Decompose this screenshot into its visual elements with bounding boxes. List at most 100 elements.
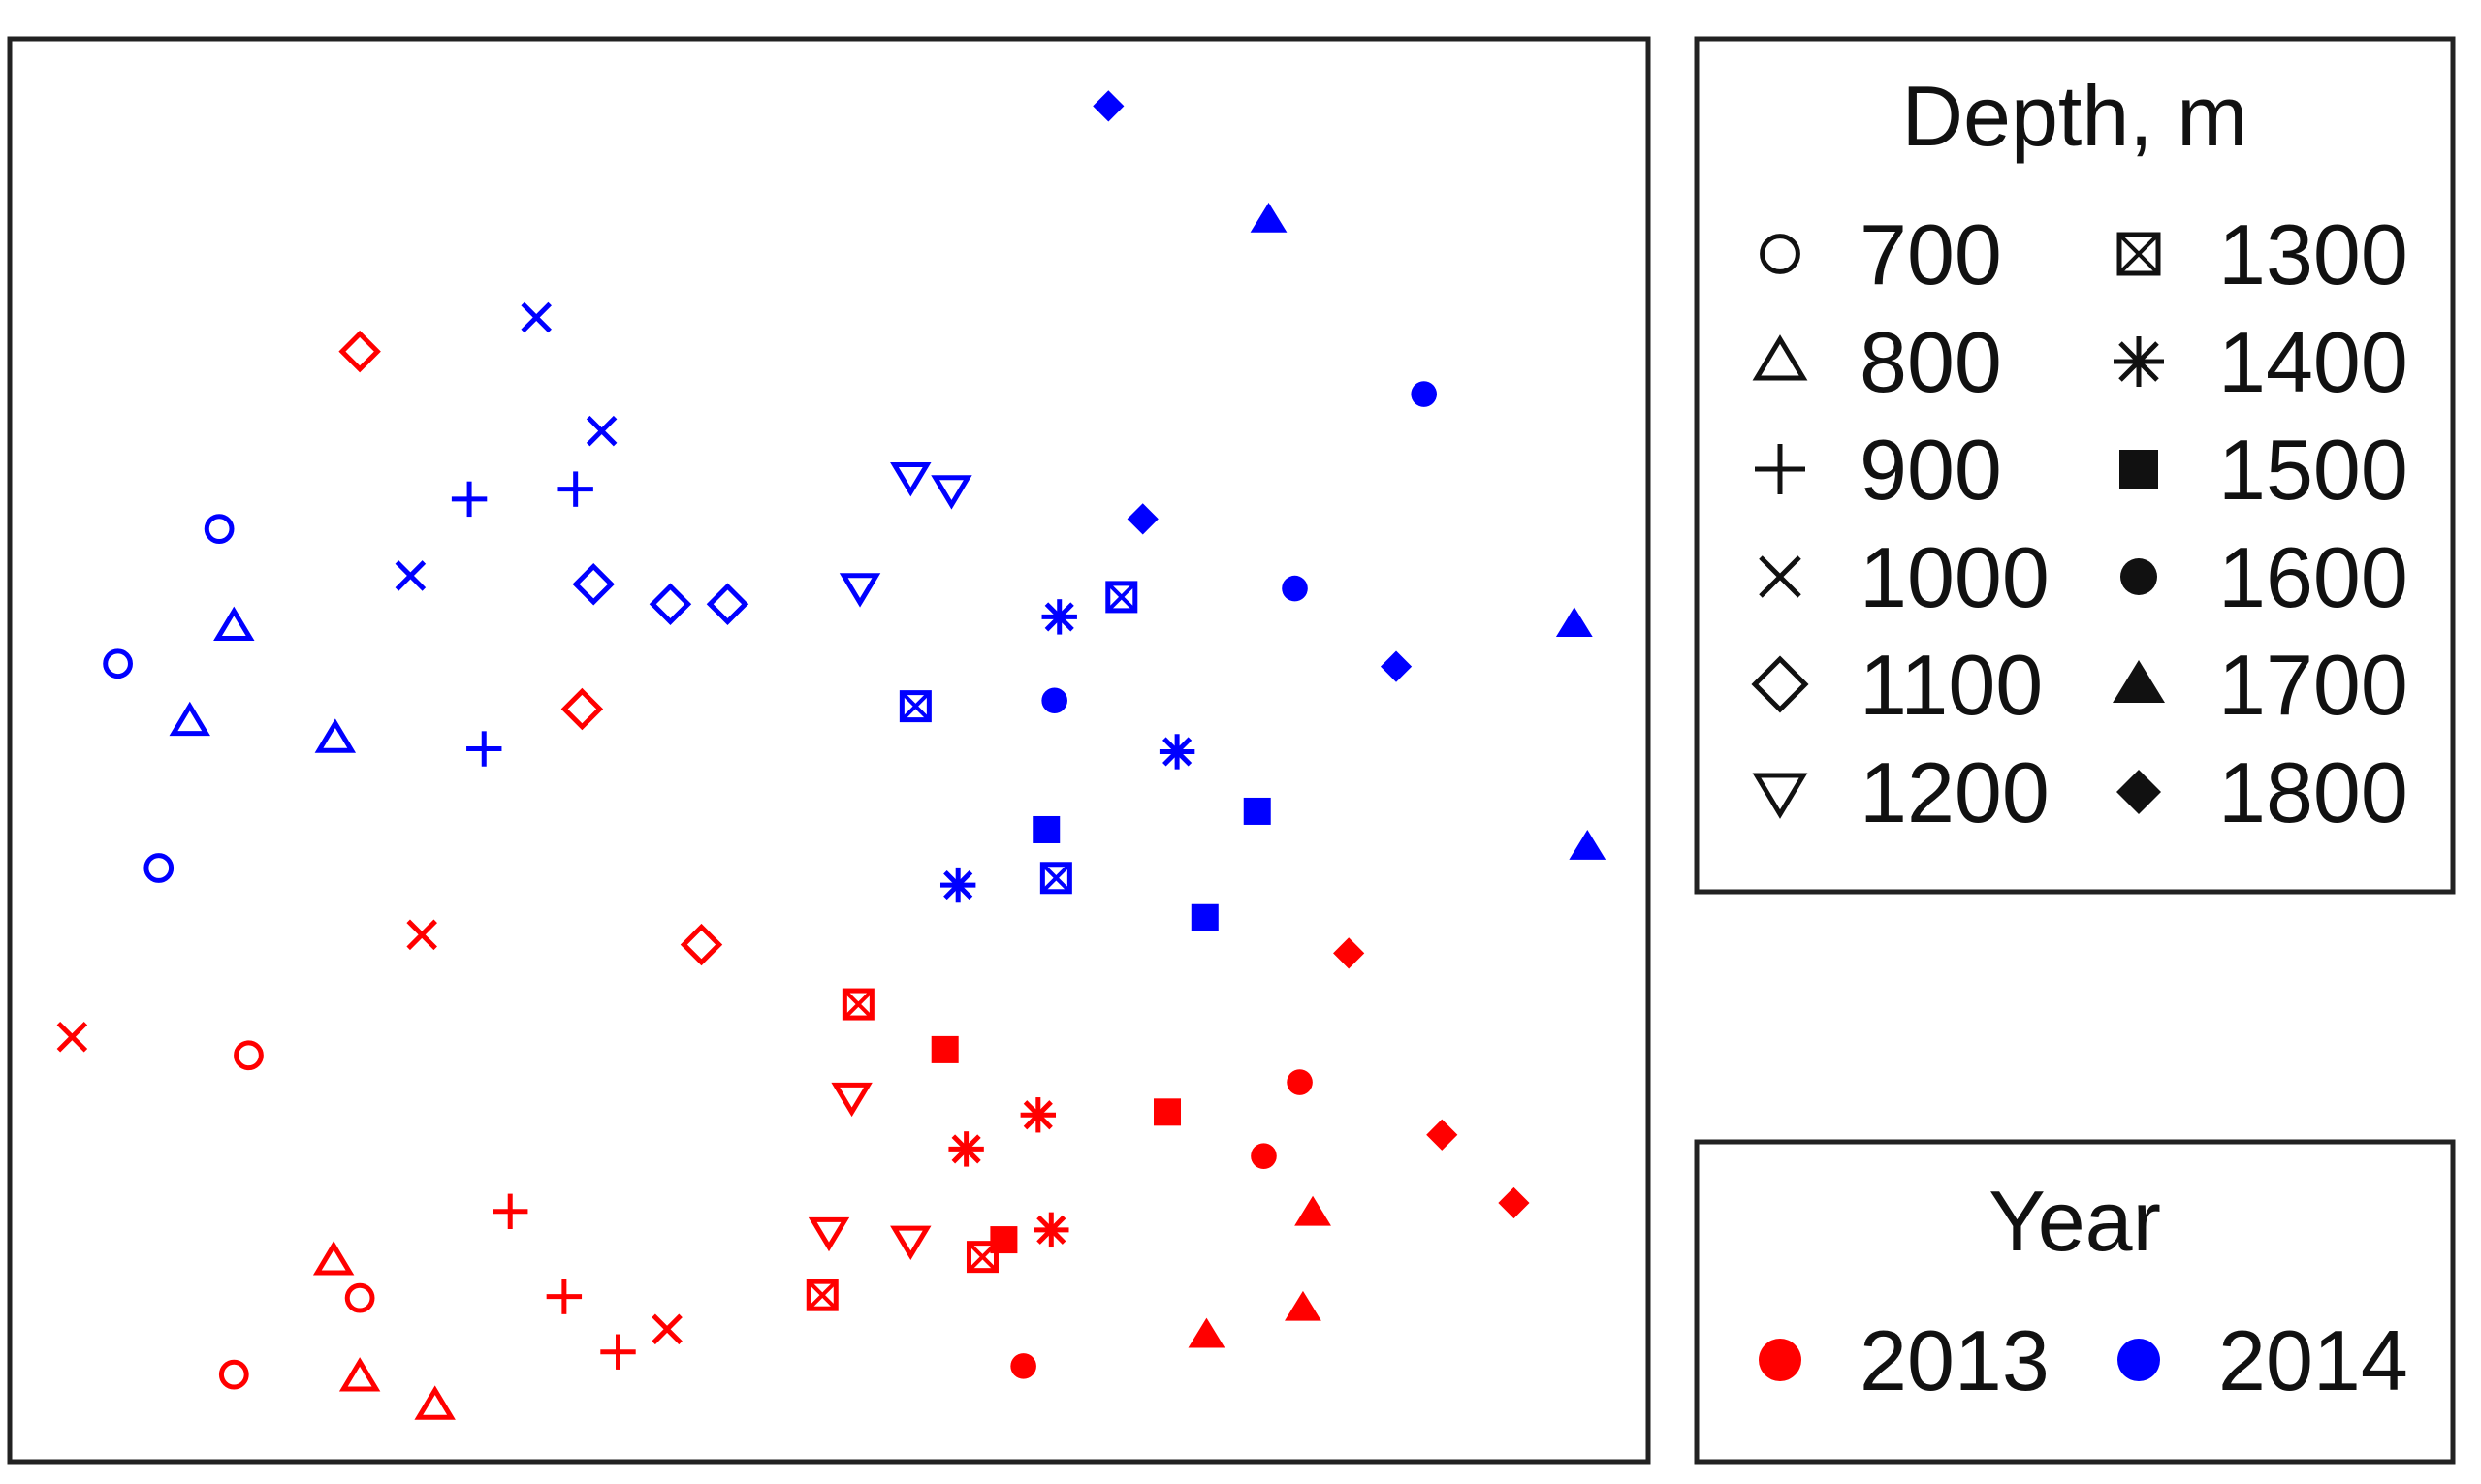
data-point-2013-1800 xyxy=(1333,937,1365,969)
data-point-2013-1300 xyxy=(806,1279,839,1311)
depth-legend-item-1800: 1800 xyxy=(2116,744,2408,840)
data-point-2014-1300 xyxy=(899,690,932,723)
data-point-2014-800 xyxy=(213,606,255,642)
data-point-2013-1700 xyxy=(1285,1290,1321,1321)
data-point-2013-700 xyxy=(344,1282,375,1313)
depth-legend-label: 1500 xyxy=(2218,422,2408,518)
data-point-2014-1700 xyxy=(1569,830,1606,860)
year-legend-label: 2014 xyxy=(2218,1312,2408,1408)
data-point-2013-1300 xyxy=(842,988,875,1021)
data-point-2013-1400 xyxy=(1034,1212,1069,1248)
data-point-2014-1000 xyxy=(586,415,618,447)
depth-legend-label: 1200 xyxy=(1860,744,2050,840)
data-point-2013-1500 xyxy=(931,1035,959,1063)
data-point-2014-1000 xyxy=(395,560,427,591)
data-point-2014-700 xyxy=(204,514,235,544)
legend-symbol-open-diamond-icon xyxy=(1751,655,1809,713)
data-point-2013-1400 xyxy=(948,1131,984,1167)
year-legend-entries: 2013 2014 xyxy=(1759,1312,2408,1408)
data-point-2014-1300 xyxy=(1039,862,1072,895)
depth-legend-title: Depth, m xyxy=(1901,68,2247,164)
depth-legend-item-1500: 1500 xyxy=(2119,422,2408,518)
data-point-2013-1700 xyxy=(1188,1317,1225,1348)
depth-legend-item-1100: 1100 xyxy=(1751,637,2043,733)
series-2014 xyxy=(103,90,1606,931)
depth-legend-label: 1600 xyxy=(2218,529,2408,625)
data-point-2013-1600 xyxy=(1251,1143,1277,1170)
legend-symbol-cross-icon xyxy=(1759,555,1801,598)
data-point-2013-1500 xyxy=(1154,1098,1182,1126)
data-point-2013-800 xyxy=(312,1241,355,1276)
series-2013 xyxy=(56,330,1530,1420)
data-point-2014-1600 xyxy=(1282,575,1308,602)
legend-symbol-boxed-x-icon xyxy=(2116,232,2161,276)
data-point-2013-1200 xyxy=(890,1225,932,1261)
data-point-2013-900 xyxy=(546,1279,583,1314)
depth-legend-label: 900 xyxy=(1860,422,2002,518)
data-point-2014-1100 xyxy=(572,562,615,606)
data-point-2013-1100 xyxy=(560,687,604,731)
data-point-2013-1400 xyxy=(1020,1097,1057,1133)
data-point-2013-700 xyxy=(234,1040,264,1071)
data-point-2014-1800 xyxy=(1093,90,1125,122)
data-point-2014-800 xyxy=(169,701,210,737)
data-point-2014-1800 xyxy=(1127,503,1159,535)
data-point-2014-1700 xyxy=(1555,607,1593,638)
data-point-2013-1100 xyxy=(338,330,381,373)
legend-symbol-open-triangle-down-icon xyxy=(1752,773,1808,819)
data-point-2014-700 xyxy=(103,648,133,679)
depth-legend: Depth, m 700 800 900 1000 1100 1200 1300 1400 15… xyxy=(1694,36,2456,895)
data-point-2014-900 xyxy=(466,731,502,767)
depth-legend-item-700: 700 xyxy=(1760,206,2002,302)
data-point-2014-1100 xyxy=(649,583,692,625)
data-point-2013-1800 xyxy=(1498,1186,1530,1219)
depth-legend-item-1600: 1600 xyxy=(2120,529,2408,625)
legend-symbol-asterisk-icon xyxy=(2114,336,2164,387)
data-point-2013-800 xyxy=(414,1385,456,1420)
legend-symbol-filled-circle-icon xyxy=(2120,558,2157,595)
depth-legend-item-1000: 1000 xyxy=(1759,529,2050,625)
data-point-2014-1300 xyxy=(1105,581,1138,614)
year-legend-title: Year xyxy=(1988,1173,2161,1269)
data-point-2014-1100 xyxy=(706,583,749,625)
data-point-2014-900 xyxy=(557,471,593,507)
plot-area xyxy=(7,36,1651,1465)
data-point-2013-1600 xyxy=(1287,1069,1313,1095)
depth-legend-item-1400: 1400 xyxy=(2114,314,2408,410)
data-point-2014-1600 xyxy=(1411,381,1438,407)
legend-symbol-filled-triangle-up-icon xyxy=(2113,660,2165,703)
data-point-2014-1800 xyxy=(1380,650,1413,682)
depth-legend-label: 1700 xyxy=(2218,637,2408,733)
data-point-2014-1600 xyxy=(1041,687,1067,714)
data-point-2013-1500 xyxy=(990,1226,1018,1254)
depth-legend-item-800: 800 xyxy=(1752,314,2002,410)
data-point-2014-1000 xyxy=(521,301,552,333)
year-legend-label: 2013 xyxy=(1860,1312,2050,1408)
legend-symbol-open-triangle-up-icon xyxy=(1752,334,1808,381)
data-point-2013-1200 xyxy=(808,1216,850,1252)
data-point-2014-1500 xyxy=(1191,903,1219,931)
depth-legend-label: 1100 xyxy=(1860,637,2043,733)
depth-legend-label: 1300 xyxy=(2218,206,2408,302)
depth-legend-label: 1000 xyxy=(1860,529,2050,625)
data-point-2014-1200 xyxy=(931,475,972,510)
data-point-2013-1800 xyxy=(1426,1119,1458,1151)
data-point-2014-1700 xyxy=(1250,202,1288,233)
data-point-2014-1400 xyxy=(1041,599,1077,635)
data-point-2013-1000 xyxy=(652,1313,683,1345)
data-point-2014-1400 xyxy=(939,867,976,903)
data-point-2014-900 xyxy=(451,481,488,518)
data-point-2014-1500 xyxy=(1243,797,1271,825)
legend-symbol-open-circle-icon xyxy=(1760,234,1800,274)
data-point-2014-1200 xyxy=(839,573,881,608)
data-point-2013-1200 xyxy=(831,1082,873,1118)
year-color-dot-icon xyxy=(1759,1339,1801,1381)
data-points xyxy=(56,90,1606,1420)
data-point-2013-700 xyxy=(218,1359,249,1390)
depth-legend-label: 1800 xyxy=(2218,744,2408,840)
data-point-2013-900 xyxy=(493,1193,528,1229)
legend-symbol-plus-icon xyxy=(1755,444,1805,494)
plot-frame xyxy=(7,36,1651,1465)
depth-legend-item-1700: 1700 xyxy=(2113,637,2408,733)
depth-legend-label: 700 xyxy=(1860,206,2002,302)
